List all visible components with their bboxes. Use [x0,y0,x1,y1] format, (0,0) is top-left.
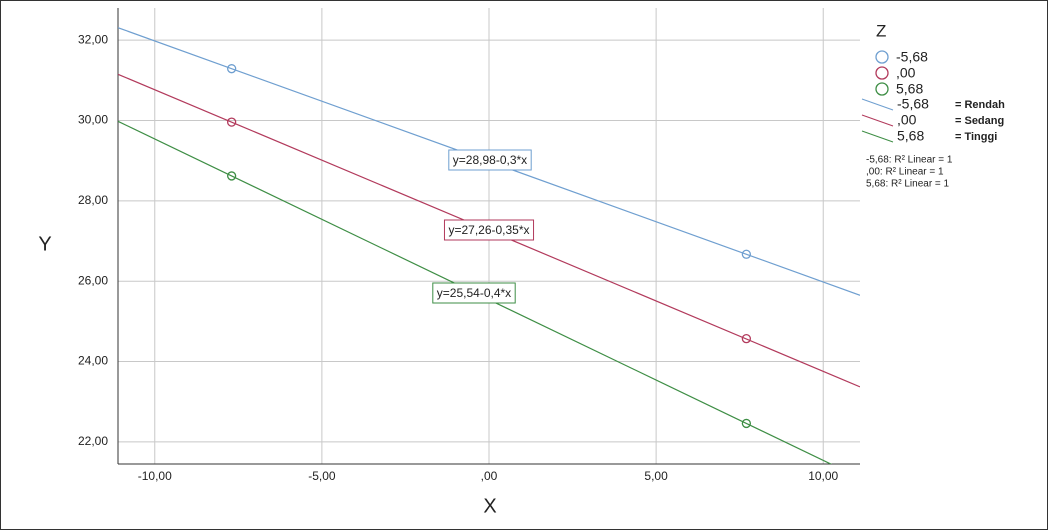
legend-label: 5,68 [896,81,923,97]
y-tick-label: 30,00 [78,113,108,127]
x-tick-label: -10,00 [138,469,172,483]
equation-label: y=27,26-0,35*x [448,223,529,237]
legend-label: -5,68 [896,49,928,65]
x-tick-label: ,00 [481,469,498,483]
chart: X Y Z 22,00 24,00 26,00 28,00 30,00 32,00 -10,… [0,0,1048,530]
x-tick-label: -5,00 [308,469,336,483]
x-axis-label: X [483,495,496,517]
r2-note: ,00: R² Linear = 1 [866,167,944,178]
legend-group: = Sedang [955,115,1004,127]
y-tick-label: 32,00 [78,32,108,46]
r2-note: -5,68: R² Linear = 1 [866,155,953,166]
x-tick-label: 5,00 [644,469,668,483]
y-tick-label: 22,00 [78,434,108,448]
legend-label: ,00 [896,65,916,81]
equation-label: y=25,54-0,4*x [437,286,511,300]
legend-label: 5,68 [897,128,924,144]
r2-note: 5,68: R² Linear = 1 [866,179,950,190]
y-tick-label: 26,00 [78,273,108,287]
legend-group: = Tinggi [955,131,997,143]
equation-label: y=28,98-0,3*x [453,153,527,167]
legend-title: Z [876,21,886,40]
legend-label: -5,68 [897,96,929,112]
y-tick-label: 28,00 [78,193,108,207]
y-tick-label: 24,00 [78,354,108,368]
y-axis-label: Y [38,233,51,255]
x-tick-label: 10,00 [808,469,838,483]
legend-label: ,00 [897,112,917,128]
legend-group: = Rendah [955,99,1005,111]
